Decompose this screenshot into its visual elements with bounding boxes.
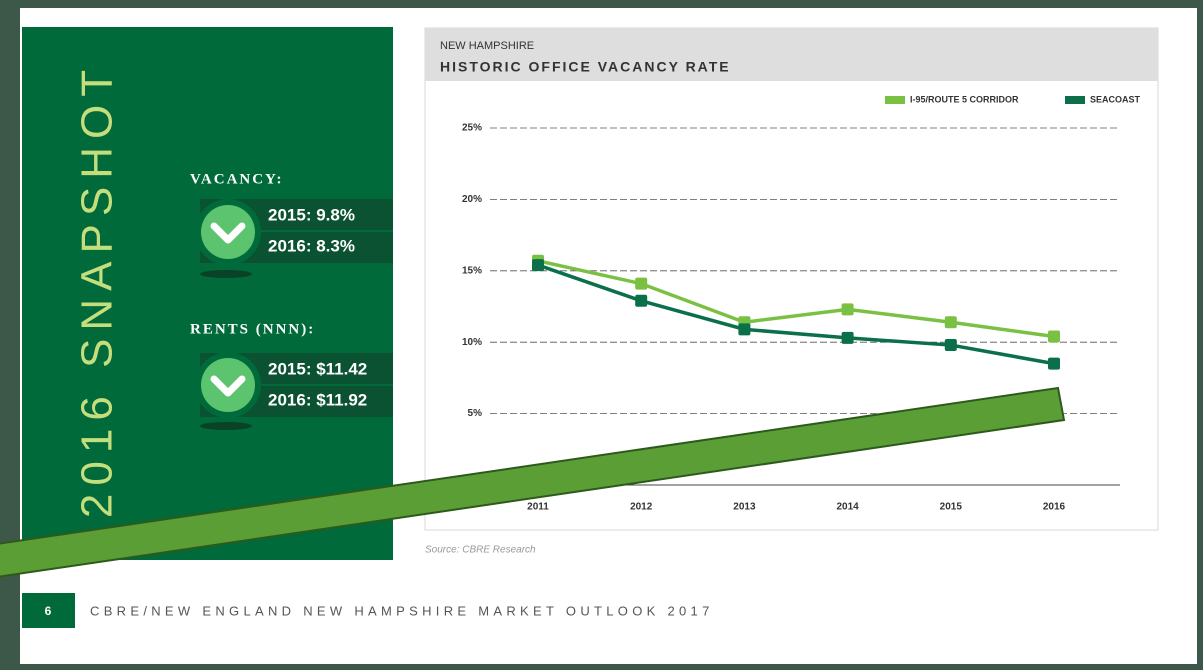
- marker: [944, 316, 957, 329]
- sidebar-panel: [22, 27, 393, 560]
- x-tick-label: 2014: [836, 502, 859, 513]
- y-tick-label: 10%: [462, 337, 482, 348]
- x-tick-label: 2011: [527, 502, 549, 513]
- y-tick-label: 5%: [468, 408, 483, 419]
- chart-header: [425, 28, 1158, 81]
- stat-label: VACANCY:: [190, 171, 284, 187]
- icon-shadow: [200, 270, 252, 278]
- stat-row: 2016: 8.3%: [268, 236, 355, 255]
- down-icon: [201, 358, 255, 412]
- marker: [841, 303, 854, 316]
- marker: [532, 259, 544, 272]
- page-number-box: [22, 593, 75, 628]
- stat-row: 2016: $11.92: [268, 390, 367, 409]
- y-tick-label: 25%: [462, 123, 482, 134]
- down-icon: [201, 205, 255, 259]
- y-tick-label: 20%: [462, 194, 482, 205]
- series-line: [537, 259, 1055, 339]
- overlay-bar: [0, 386, 1066, 578]
- page-number: 6: [45, 604, 52, 618]
- marker: [944, 339, 957, 352]
- x-tick-label: 2016: [1043, 502, 1066, 513]
- stat-row: 2015: 9.8%: [268, 205, 355, 224]
- x-tick-label: 2012: [630, 502, 653, 513]
- marker: [841, 331, 854, 344]
- x-tick-label: 2013: [733, 502, 756, 513]
- legend-swatch: [885, 96, 905, 104]
- chart-title: HISTORIC OFFICE VACANCY RATE: [440, 59, 731, 75]
- icon-shadow: [200, 422, 252, 430]
- marker: [635, 294, 648, 307]
- stat-label: RENTS (NNN):: [190, 321, 315, 337]
- marker: [1048, 357, 1060, 370]
- stat-row: 2015: $11.42: [268, 359, 367, 378]
- footer-text: CBRE/NEW ENGLAND NEW HAMPSHIRE MARKET OU…: [90, 603, 714, 618]
- y-tick-label: 15%: [462, 265, 482, 276]
- chart-subtitle: NEW HAMPSHIRE: [440, 40, 534, 52]
- series-line: [537, 263, 1055, 366]
- sidebar-title: 2016 SNAPSHOT: [73, 62, 122, 518]
- marker: [1048, 330, 1060, 343]
- marker: [738, 323, 751, 336]
- x-tick-label: 2015: [940, 502, 963, 513]
- chevron: [210, 375, 246, 397]
- legend-label: I-95/ROUTE 5 CORRIDOR: [910, 94, 1019, 104]
- legend-label: SEACOAST: [1090, 94, 1141, 104]
- source: Source: CBRE Research: [425, 545, 536, 556]
- chevron: [210, 222, 246, 244]
- plot: 5% 10% 15% 20% 25% 2011 2012 2013 2014 2015 2016 I-…: [462, 94, 1141, 512]
- legend-swatch: [1065, 96, 1085, 104]
- marker: [635, 277, 648, 290]
